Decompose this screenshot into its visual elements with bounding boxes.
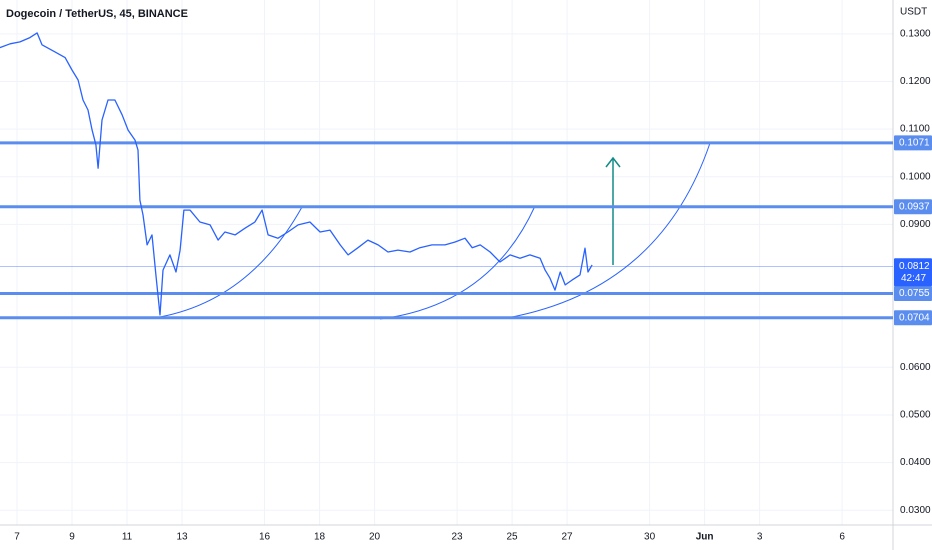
price-line xyxy=(0,32,593,316)
x-tick-label: 9 xyxy=(69,532,75,543)
y-tick-label: 0.1100 xyxy=(900,124,930,135)
y-tick-label: 0.0500 xyxy=(900,410,931,421)
level-label: 0.0704 xyxy=(899,312,930,323)
y-tick-label: 0.1300 xyxy=(900,28,931,39)
level-label: 0.0755 xyxy=(899,288,930,299)
level-label-box xyxy=(894,310,932,326)
x-tick-label: 16 xyxy=(259,532,271,543)
countdown-label: 42:47 xyxy=(901,273,926,284)
y-axis-label: USDT xyxy=(900,7,927,18)
x-tick-label: 20 xyxy=(369,532,381,543)
x-tick-label: 18 xyxy=(314,532,326,543)
x-tick-label: 3 xyxy=(757,532,763,543)
x-tick-label: 23 xyxy=(451,532,463,543)
x-tick-label: 6 xyxy=(839,532,845,543)
level-label: 0.1071 xyxy=(899,138,930,149)
chart-title: Dogecoin / TetherUS, 45, BINANCE xyxy=(6,8,188,20)
arc xyxy=(159,206,303,318)
x-tick-label: 30 xyxy=(644,532,656,543)
y-tick-label: 0.0300 xyxy=(900,505,931,516)
y-tick-label: 0.0900 xyxy=(900,219,931,230)
arc xyxy=(379,205,536,320)
y-tick-label: 0.1000 xyxy=(900,171,931,182)
arrow-head xyxy=(605,156,621,168)
last-price-label: 0.0812 xyxy=(899,261,930,272)
level-label-box xyxy=(894,285,932,301)
x-tick-label: 13 xyxy=(176,532,188,543)
level-label-box xyxy=(894,135,932,151)
last-price-box xyxy=(894,258,932,287)
level-label-box xyxy=(894,199,932,215)
y-tick-label: 0.0400 xyxy=(900,457,931,468)
level-label: 0.0937 xyxy=(899,201,930,212)
x-tick-label: 27 xyxy=(562,532,574,543)
y-tick-label: 0.0600 xyxy=(900,362,931,373)
arc xyxy=(506,142,711,319)
x-tick-label: 11 xyxy=(122,532,133,543)
x-tick-label: Jun xyxy=(696,532,714,543)
grid xyxy=(0,0,893,525)
x-tick-label: 25 xyxy=(507,532,519,543)
x-tick-label: 7 xyxy=(14,532,20,543)
y-tick-label: 0.1200 xyxy=(900,76,931,87)
